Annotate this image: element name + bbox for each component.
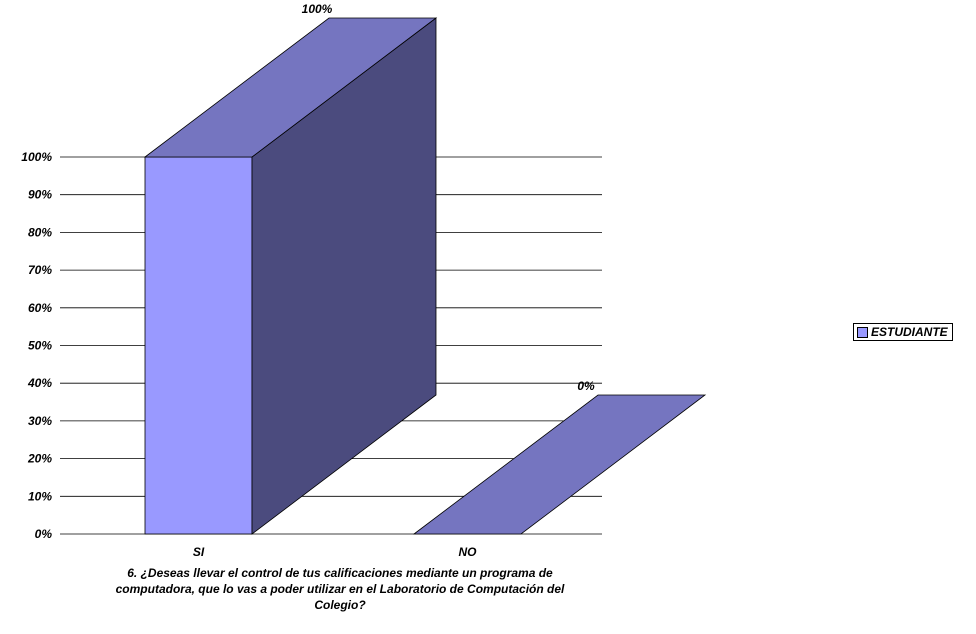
data-label: 100% — [302, 2, 333, 16]
category-labels: SI NO — [193, 545, 477, 559]
y-tick-label: 60% — [28, 301, 52, 315]
y-tick-label: 10% — [28, 489, 52, 503]
bar-top — [143, 17, 438, 158]
legend-swatch — [857, 326, 868, 338]
bar-no — [412, 394, 707, 535]
bar-si — [143, 17, 438, 535]
y-tick-label: 90% — [28, 188, 52, 202]
y-tick-label: 0% — [35, 527, 53, 541]
y-tick-label: 20% — [27, 452, 52, 466]
bar-front — [144, 156, 253, 535]
data-label: 0% — [577, 379, 595, 393]
chart-title: 6. ¿Deseas llevar el control de tus cali… — [115, 566, 565, 612]
legend-label: ESTUDIANTE — [871, 325, 948, 339]
x-category-label: SI — [193, 545, 205, 559]
y-axis-ticks: 0% 10% 20% 30% 40% 50% 60% 70% 80% 90% 100% — [21, 150, 52, 541]
y-tick-label: 50% — [28, 339, 52, 353]
y-tick-label: 70% — [28, 263, 52, 277]
bar-top — [412, 394, 707, 535]
legend: ESTUDIANTE — [853, 323, 953, 341]
data-labels: 100% 0% — [302, 2, 595, 393]
y-tick-label: 80% — [28, 225, 52, 239]
y-tick-label: 30% — [28, 414, 52, 428]
bars — [143, 17, 707, 535]
y-tick-label: 40% — [27, 376, 52, 390]
y-tick-label: 100% — [21, 150, 52, 164]
x-category-label: NO — [459, 545, 478, 559]
